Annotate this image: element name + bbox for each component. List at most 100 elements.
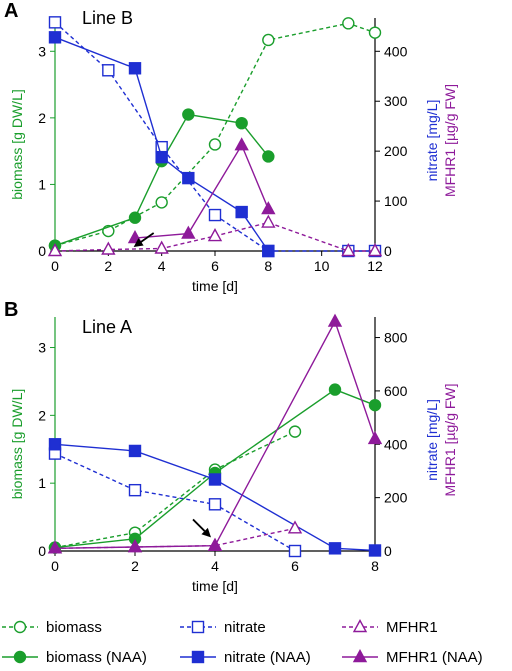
series-biomass-naa	[48, 108, 275, 252]
x-axis-label: time [d]	[192, 278, 238, 294]
y-left-tick-label: 3	[38, 340, 46, 356]
legend-label: biomass	[46, 619, 102, 636]
legend-item-mfhr1-naa: MFHR1 (NAA)	[342, 649, 483, 666]
y-right-tick-label: 200	[384, 490, 408, 506]
y-left-tick-label: 2	[38, 110, 46, 126]
x-tick-label: 10	[314, 258, 330, 274]
data-point-biomass	[368, 26, 382, 39]
data-point-biomass-naa	[262, 150, 275, 163]
data-point-mfhr1-naa	[127, 539, 143, 553]
legend-marker	[13, 650, 27, 664]
data-point-nitrate-naa	[48, 31, 62, 44]
legend-label: MFHR1 (NAA)	[386, 649, 483, 666]
y-left-tick-label: 0	[38, 243, 46, 259]
data-point-biomass	[208, 138, 222, 151]
arrow-shaft	[140, 232, 155, 243]
data-point-nitrate-naa	[208, 473, 222, 486]
data-point-nitrate	[208, 208, 222, 222]
data-point-mfhr1-naa	[327, 313, 343, 327]
x-tick-label: 6	[211, 258, 219, 274]
x-tick-label: 2	[104, 258, 112, 274]
data-point-nitrate-naa	[328, 542, 342, 555]
legend-marker	[191, 650, 205, 664]
series-biomass-naa	[48, 383, 382, 554]
legend-item-nitrate: nitrate	[180, 619, 266, 636]
data-point-mfhr1	[341, 243, 356, 257]
x-axis-label: time [d]	[192, 578, 238, 594]
data-point-mfhr1-naa	[261, 201, 276, 215]
y-left-axis-label: biomass [g DW/L]	[9, 89, 25, 199]
legend-marker	[191, 620, 205, 634]
y-left-tick-label: 1	[38, 176, 46, 192]
data-point-nitrate-naa	[182, 171, 195, 185]
data-point-nitrate-naa	[48, 438, 62, 451]
data-point-mfhr1-naa	[181, 225, 196, 239]
data-point-mfhr1	[47, 243, 63, 257]
data-point-mfhr1	[207, 228, 223, 242]
y-left-tick-label: 0	[38, 543, 46, 559]
data-point-mfhr1	[261, 214, 276, 228]
series-line-mfhr1	[54, 527, 296, 550]
legend-item-nitrate-naa: nitrate (NAA)	[180, 649, 311, 666]
series-mfhr1-naa	[47, 313, 383, 554]
arrow-head	[201, 527, 211, 538]
data-point-nitrate-naa	[235, 205, 248, 219]
x-tick-label: 2	[131, 558, 139, 574]
annotation-arrow	[133, 232, 155, 248]
y-right-axis-label-mfhr1: MFHR1 [µg/g FW]	[442, 383, 458, 496]
x-tick-label: 4	[158, 258, 166, 274]
legend-marker	[352, 649, 368, 663]
series-biomass	[48, 425, 302, 554]
y-right-tick-label: 0	[384, 243, 392, 259]
data-point-biomass	[288, 425, 302, 438]
series-line-nitrate-naa	[54, 443, 376, 552]
legend-label: nitrate (NAA)	[224, 649, 311, 666]
x-tick-label: 8	[264, 258, 272, 274]
y-left-axis-label: biomass [g DW/L]	[9, 389, 25, 499]
data-point-nitrate-naa	[155, 150, 168, 164]
panel-b: B Line A 0 2 4 6 8 time [d] 0 1 2 3 biomass [g DW/L]…	[4, 299, 458, 594]
legend-item-mfhr1: MFHR1	[342, 619, 438, 636]
y-right-axis-label-mfhr1: MFHR1 [µg/g FW]	[442, 84, 458, 197]
data-point-biomass	[342, 17, 355, 30]
y-right-axis-label-nitrate: nitrate [mg/L]	[424, 100, 440, 182]
data-point-nitrate	[288, 544, 302, 558]
legend-marker	[13, 620, 27, 634]
panel-label: A	[4, 0, 18, 22]
y-right-tick-label: 100	[384, 193, 408, 209]
data-point-biomass	[155, 196, 168, 209]
x-tick-label: 8	[371, 558, 379, 574]
y-right-tick-label: 600	[384, 383, 408, 399]
series-line-nitrate	[54, 452, 296, 552]
data-point-mfhr1	[154, 240, 169, 254]
panel-title: Line A	[82, 317, 132, 337]
data-point-mfhr1-naa	[47, 540, 63, 554]
data-point-nitrate	[208, 498, 222, 511]
y-right-axis-label-nitrate: nitrate [mg/L]	[424, 399, 440, 481]
series-line-nitrate-naa	[54, 36, 269, 252]
data-point-biomass	[262, 33, 275, 47]
data-point-biomass-naa	[368, 398, 382, 412]
y-right-tick-label: 400	[384, 436, 408, 452]
y-left-tick-label: 1	[38, 475, 46, 491]
x-tick-label: 12	[367, 258, 383, 274]
data-point-mfhr1-naa	[234, 137, 249, 151]
legend: biomass nitrate MFHR1 biomass (NAA) nitrate …	[2, 619, 483, 666]
y-left-tick-label: 3	[38, 43, 46, 59]
data-point-biomass-naa	[235, 116, 248, 130]
panel-label: B	[4, 299, 18, 321]
data-point-nitrate	[48, 16, 62, 29]
x-tick-label: 0	[51, 558, 59, 574]
series-nitrate	[48, 447, 302, 558]
data-point-mfhr1	[287, 520, 303, 534]
series-line-mfhr1-naa	[54, 319, 376, 550]
legend-item-biomass-naa: biomass (NAA)	[2, 649, 147, 666]
data-point-nitrate	[102, 64, 115, 77]
panel-title: Line B	[82, 8, 133, 28]
x-tick-label: 4	[211, 558, 219, 574]
series-nitrate	[48, 16, 382, 258]
data-point-biomass-naa	[328, 383, 342, 396]
arrow-head	[133, 238, 144, 248]
legend-label: MFHR1	[386, 619, 438, 636]
